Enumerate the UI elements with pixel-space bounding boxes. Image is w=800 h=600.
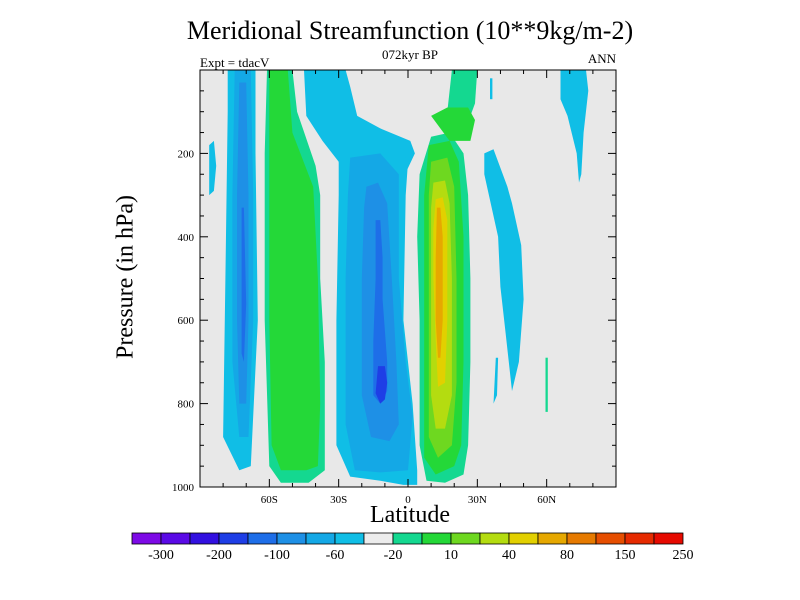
chart-title: Meridional Streamfunction (10**9kg/m-2)	[186, 16, 634, 45]
colorbar-label: -20	[384, 548, 403, 563]
sh-polar-cell-contour-3	[241, 207, 247, 362]
colorbar-label: 80	[560, 548, 574, 563]
x-tick-label: 60N	[537, 494, 556, 506]
colorbar-swatch	[624, 532, 655, 545]
x-tick-label: 30N	[468, 494, 487, 506]
colorbar-swatch	[131, 532, 162, 545]
y-tick-label: 600	[178, 315, 195, 327]
colorbar-label: -60	[326, 548, 345, 563]
nh-mid-cell-contour-21	[493, 357, 499, 404]
colorbar-label: -100	[264, 548, 290, 563]
colorbar-swatch	[450, 532, 481, 545]
x-tick-label: 0	[405, 494, 411, 506]
season-label: ANN	[587, 51, 616, 66]
colorbar-swatch	[479, 532, 510, 545]
colorbar-swatch	[160, 532, 191, 545]
colorbar-swatch	[247, 532, 278, 545]
x-tick-label: 60S	[261, 494, 278, 506]
colorbar-label: 150	[615, 548, 636, 563]
nh-polar-cell-contour-23	[545, 357, 548, 412]
colorbar-swatch	[508, 532, 539, 545]
colorbar-label: 10	[444, 548, 458, 563]
colorbar-label: 40	[502, 548, 516, 563]
colorbar-swatch	[595, 532, 626, 545]
sh-polar-cell-contour-25	[209, 140, 217, 196]
colorbar-swatch	[653, 532, 684, 545]
colorbar-swatch	[421, 532, 452, 545]
colorbar-swatch	[363, 532, 394, 545]
nh-upper-cell-contour-24	[490, 78, 493, 100]
colorbar-swatch	[537, 532, 568, 545]
x-tick-label: 30S	[330, 494, 347, 506]
hadley-cell-south-contour-11	[375, 366, 388, 404]
colorbar-swatch	[189, 532, 220, 545]
colorbar-label: -200	[206, 548, 232, 563]
plot-axes: 60S 30S 0 30N 60N 200 400 600 800 1000	[172, 69, 617, 506]
hadley-cell-south-contour-10	[373, 220, 388, 404]
y-tick-label: 200	[178, 148, 195, 160]
plot-area	[200, 70, 616, 487]
colorbar-swatch	[334, 532, 365, 545]
y-tick-label: 400	[178, 232, 195, 244]
nh-upper-cell-contour-19	[431, 107, 475, 141]
colorbar-swatch	[276, 532, 307, 545]
colorbar-swatch	[392, 532, 423, 545]
y-tick-label: 800	[178, 399, 195, 411]
chart-subtitle: 072kyr BP	[382, 47, 438, 62]
colorbar-swatch	[218, 532, 249, 545]
experiment-label: Expt = tdacV	[200, 55, 270, 70]
colorbar-label: -300	[148, 548, 174, 563]
colorbar: -300 -200 -100 -60 -20 10 40 80 150 250	[131, 532, 694, 563]
x-axis-label: Latitude	[370, 502, 450, 528]
colorbar-swatch	[566, 532, 597, 545]
ferrel-cell-contour-5	[269, 70, 321, 471]
hadley-cell-north-contour-17	[435, 207, 443, 358]
nh-mid-cell-contour-20	[484, 149, 524, 392]
colorbar-swatch	[305, 532, 336, 545]
nh-polar-cell-contour-22	[560, 70, 589, 183]
colorbar-label: 250	[673, 548, 694, 563]
y-tick-label: 1000	[172, 482, 195, 494]
